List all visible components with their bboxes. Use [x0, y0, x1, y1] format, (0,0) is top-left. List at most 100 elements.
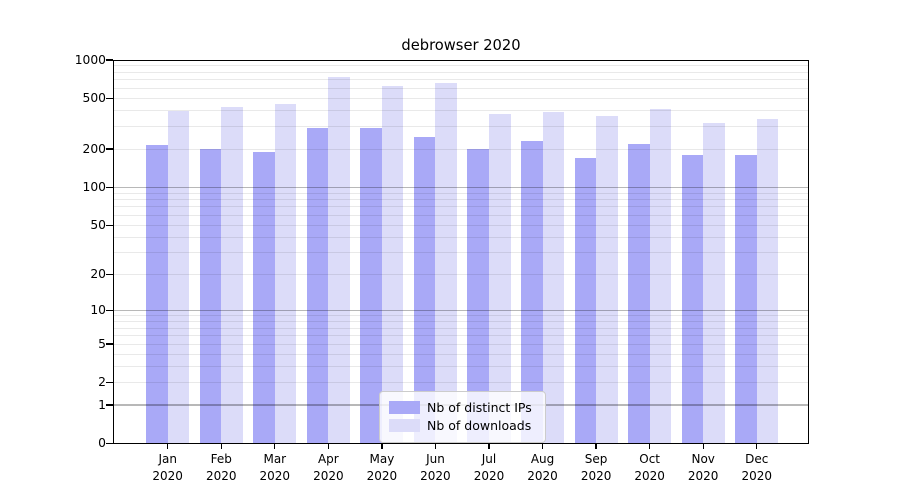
- y-axis-tick-mark: [106, 59, 113, 61]
- bar-downloads-jan: [167, 110, 190, 444]
- x-axis-tick-mark: [274, 444, 276, 449]
- y-axis-tick-label: 1: [98, 397, 106, 412]
- minor-gridline: [113, 79, 809, 81]
- y-axis-tick-mark: [106, 343, 113, 345]
- x-axis-tick-mark: [220, 444, 222, 449]
- x-axis-tick-label: Nov 2020: [687, 452, 719, 483]
- y-axis-tick-label: 20: [90, 267, 106, 282]
- bar-downloads-mar: [274, 103, 297, 444]
- x-axis-tick-label: Mar 2020: [259, 452, 291, 483]
- minor-gridline: [113, 224, 809, 226]
- x-axis-tick-mark: [488, 444, 490, 449]
- x-axis-tick-mark: [541, 444, 544, 449]
- minor-gridline: [113, 192, 809, 194]
- x-axis-tick-mark: [595, 444, 597, 449]
- minor-gridline: [113, 206, 809, 208]
- x-axis-tick-label: Jul 2020: [473, 452, 505, 483]
- bar-distinct-ips-feb: [199, 149, 222, 444]
- minor-gridline: [113, 315, 809, 317]
- x-axis-tick-label: Sep 2020: [580, 452, 612, 483]
- bar-downloads-sep: [596, 115, 618, 444]
- minor-gridline: [113, 321, 809, 323]
- y-axis-tick-label: 500: [82, 91, 106, 106]
- bar-downloads-aug: [542, 112, 565, 444]
- bar-distinct-ips-aug: [520, 141, 543, 444]
- minor-gridline: [113, 327, 809, 329]
- x-axis-tick-mark: [434, 444, 437, 449]
- x-axis-tick-label: Oct 2020: [634, 452, 665, 483]
- minor-gridline: [113, 71, 809, 73]
- minor-gridline: [113, 353, 809, 355]
- minor-gridline: [113, 199, 809, 201]
- bar-downloads-oct: [649, 108, 672, 444]
- gridlines: [113, 60, 809, 444]
- x-axis-tick-mark: [327, 444, 329, 449]
- minor-gridline: [113, 148, 809, 150]
- x-axis-tick-label: Jan 2020: [152, 452, 183, 483]
- y-axis-tick-mark: [106, 186, 113, 188]
- minor-gridline: [113, 97, 809, 99]
- bar-downloads-jul: [489, 114, 511, 444]
- chart-title: debrowser 2020: [401, 37, 521, 54]
- bar-downloads-may: [381, 85, 404, 444]
- x-axis-tick-label: Feb 2020: [205, 452, 237, 483]
- bar-distinct-ips-jul: [467, 149, 489, 444]
- y-axis-tick-mark: [106, 404, 113, 406]
- legend-label-distinct-ips: Nb of distinct IPs: [427, 400, 532, 415]
- bar-downloads-dec: [756, 118, 779, 444]
- x-axis-tick-mark: [756, 444, 758, 449]
- y-axis-tick-label: 100: [82, 180, 106, 195]
- x-axis-tick-label: May 2020: [366, 452, 398, 483]
- legend: Nb of distinct IPs Nb of downloads: [379, 391, 546, 443]
- bar-distinct-ips-jun: [413, 136, 436, 444]
- legend-item-distinct-ips: Nb of distinct IPs: [389, 399, 537, 416]
- major-gridline: [113, 309, 809, 311]
- minor-gridline: [113, 343, 809, 345]
- y-axis-tick-label: 0: [98, 436, 106, 451]
- bar-downloads-nov: [703, 123, 725, 444]
- minor-gridline: [113, 334, 809, 336]
- x-axis-tick-label: Jun 2020: [420, 452, 451, 483]
- y-axis-tick-mark: [106, 97, 113, 100]
- bar-distinct-ips-may: [360, 127, 382, 444]
- legend-swatch-distinct-ips: [389, 401, 420, 414]
- y-axis-tick-label: 200: [82, 141, 106, 156]
- bar-distinct-ips-sep: [574, 158, 597, 444]
- y-axis-tick-mark: [106, 273, 113, 276]
- x-axis-tick-label: Dec 2020: [741, 452, 773, 483]
- major-gridline: [113, 186, 809, 188]
- minor-gridline: [113, 65, 809, 67]
- y-axis-tick-mark: [106, 309, 113, 312]
- legend-label-downloads: Nb of downloads: [427, 418, 532, 433]
- bar-distinct-ips-mar: [253, 151, 275, 444]
- legend-swatch-downloads: [389, 419, 420, 432]
- x-axis-tick-mark: [381, 444, 383, 449]
- minor-gridline: [113, 252, 809, 254]
- x-axis-tick-label: Apr 2020: [313, 452, 344, 483]
- y-axis-tick-label: 5: [98, 336, 106, 351]
- bar-distinct-ips-nov: [681, 154, 704, 444]
- y-axis-tick-label: 50: [90, 217, 106, 232]
- y-axis-tick-mark: [106, 442, 113, 445]
- minor-gridline: [113, 126, 809, 128]
- y-axis-tick-label: 2: [98, 375, 106, 390]
- x-axis-tick-mark: [702, 444, 704, 449]
- y-axis-tick-mark: [106, 381, 113, 384]
- minor-gridline: [113, 110, 809, 112]
- bar-distinct-ips-jan: [146, 145, 168, 444]
- bar-downloads-feb: [221, 106, 243, 444]
- bar-distinct-ips-apr: [306, 127, 329, 444]
- minor-gridline: [113, 382, 809, 384]
- y-axis-tick-mark: [106, 148, 113, 150]
- y-axis-tick-mark: [106, 224, 113, 226]
- bars-layer: [113, 60, 809, 444]
- legend-item-downloads: Nb of downloads: [389, 417, 537, 434]
- minor-gridline: [113, 366, 809, 368]
- bar-downloads-apr: [328, 77, 350, 444]
- bar-downloads-jun: [435, 82, 458, 444]
- minor-gridline: [113, 214, 809, 216]
- minor-gridline: [113, 87, 809, 89]
- bar-distinct-ips-dec: [735, 154, 757, 444]
- minor-gridline: [113, 274, 809, 275]
